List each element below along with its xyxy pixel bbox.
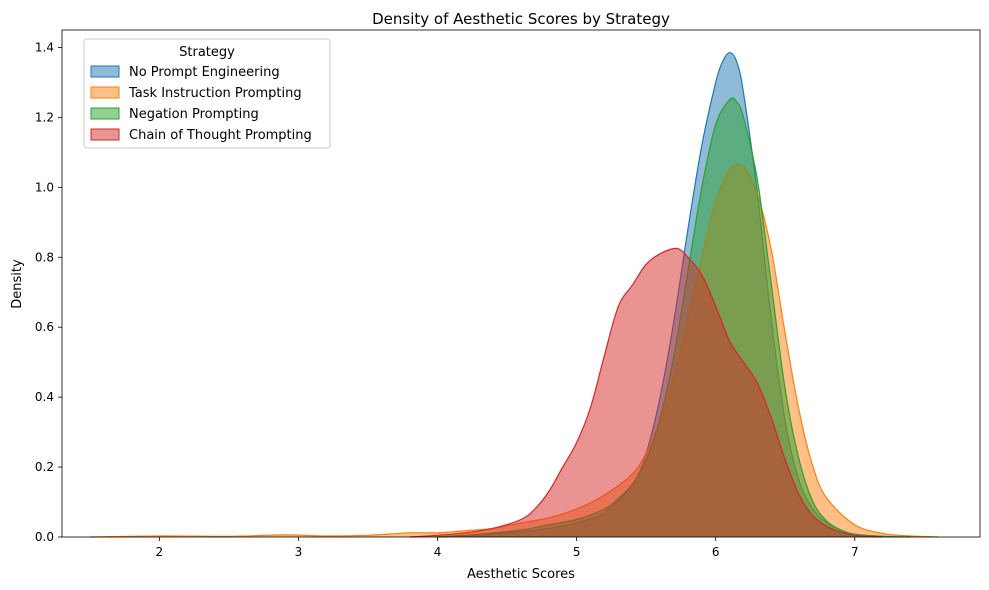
y-tick-label: 1.2 — [35, 110, 54, 124]
legend-label: Task Instruction Prompting — [128, 86, 302, 101]
legend-swatch — [90, 128, 120, 141]
x-tick-label: 6 — [712, 545, 720, 559]
x-tick-label: 4 — [434, 545, 442, 559]
y-tick-label: 0.8 — [35, 250, 54, 264]
legend-swatch — [90, 107, 120, 120]
x-tick-label: 2 — [156, 545, 164, 559]
x-tick-label: 7 — [851, 545, 859, 559]
legend-label: No Prompt Engineering — [129, 65, 280, 80]
density-line-3 — [409, 247, 883, 538]
y-tick-label: 1.4 — [35, 40, 54, 54]
legend-swatch — [90, 65, 120, 78]
y-tick-label: 0.6 — [35, 320, 54, 334]
density-areas — [89, 52, 939, 538]
legend-frame — [83, 38, 331, 149]
legend-label: Chain of Thought Prompting — [129, 128, 312, 143]
plot-frame — [61, 29, 981, 538]
x-axis-label: Aesthetic Scores — [467, 567, 575, 582]
y-tick-label: 0.0 — [35, 530, 54, 544]
x-axis-ticks: 2 3 4 5 6 7 — [156, 537, 859, 559]
legend-swatch — [90, 86, 120, 99]
y-tick-label: 1.0 — [35, 180, 54, 194]
y-tick-label: 0.2 — [35, 460, 54, 474]
density-area-3 — [409, 248, 883, 537]
y-tick-label: 0.4 — [35, 390, 54, 404]
y-axis-ticks: 0.0 0.2 0.4 0.6 0.8 1.0 1.2 1.4 — [35, 40, 62, 544]
legend-title: Strategy — [179, 45, 235, 60]
legend: Strategy No Prompt Engineering Task Instr… — [83, 38, 331, 149]
x-tick-label: 5 — [573, 545, 581, 559]
y-axis-label: Density — [10, 259, 25, 309]
legend-items: No Prompt Engineering Task Instruction Pr… — [90, 65, 312, 143]
x-tick-label: 3 — [295, 545, 303, 559]
density-area-1 — [89, 164, 939, 537]
chart-title: Density of Aesthetic Scores by Strategy — [372, 10, 670, 28]
legend-label: Negation Prompting — [129, 107, 259, 122]
